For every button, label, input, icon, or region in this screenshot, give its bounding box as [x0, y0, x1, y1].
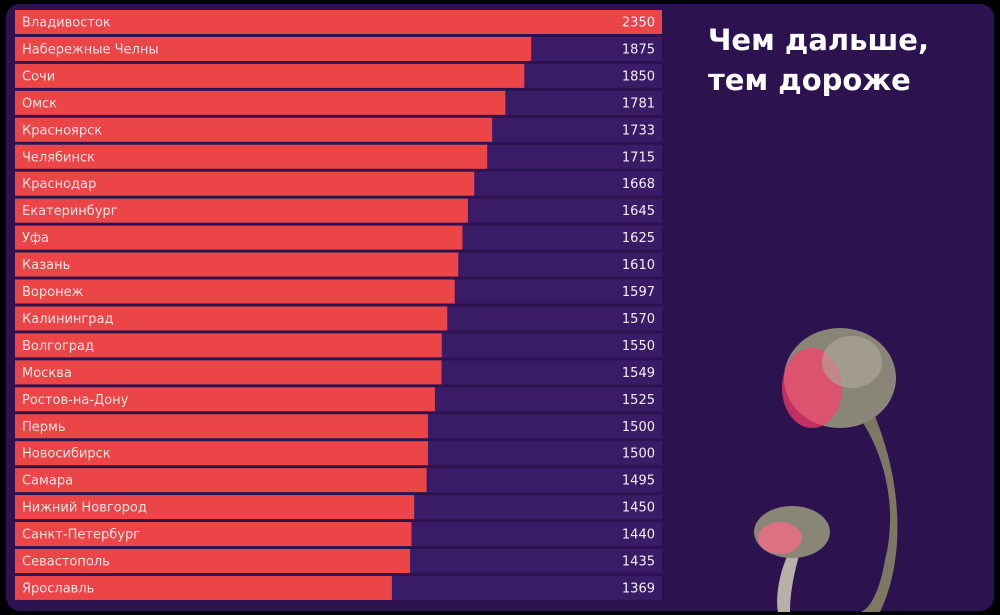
- value-label: 1495: [622, 474, 655, 489]
- bar: [15, 36, 532, 61]
- category-label: Краснодар: [22, 177, 96, 192]
- bar: [15, 252, 459, 277]
- category-label: Уфа: [22, 231, 49, 246]
- value-label: 1625: [622, 231, 655, 246]
- bar: [15, 495, 415, 520]
- category-label: Нижний Новгород: [22, 501, 147, 516]
- category-label: Волгоград: [22, 339, 94, 354]
- bar: [15, 90, 506, 115]
- value-label: 1597: [622, 285, 655, 300]
- category-label: Набережные Челны: [22, 42, 159, 57]
- bar: [15, 468, 427, 493]
- category-label: Самара: [22, 474, 73, 489]
- bar: [15, 306, 448, 331]
- value-label: 1875: [622, 42, 655, 57]
- category-label: Красноярск: [22, 123, 102, 138]
- value-label: 1369: [622, 581, 655, 596]
- bar: [15, 63, 525, 88]
- value-label: 1668: [622, 177, 655, 192]
- value-label: 1500: [622, 447, 655, 462]
- bar: [15, 387, 435, 412]
- bar: [15, 333, 442, 358]
- category-label: Калининград: [22, 312, 113, 327]
- bars: Владивосток 2350 Набережные Челны 1875 Сочи 1…: [15, 10, 662, 600]
- category-label: Воронеж: [22, 285, 84, 300]
- value-label: 1645: [622, 204, 655, 219]
- category-label: Новосибирск: [22, 447, 111, 462]
- bar: [15, 117, 493, 142]
- title-line: тем дороже: [708, 63, 911, 97]
- mushroom-illustration: [754, 328, 898, 612]
- value-label: 1715: [622, 150, 655, 165]
- bar: [15, 522, 412, 547]
- bar: [15, 171, 475, 196]
- bar: [15, 414, 428, 439]
- bar: [15, 549, 411, 573]
- category-label: Омск: [22, 96, 57, 111]
- value-label: 1570: [622, 312, 655, 327]
- category-label: Ростов-на-Дону: [22, 393, 129, 408]
- value-label: 1549: [622, 366, 655, 381]
- category-label: Пермь: [22, 420, 66, 435]
- bar: [15, 441, 428, 466]
- bar: [15, 198, 468, 223]
- value-label: 1525: [622, 393, 655, 408]
- value-label: 1733: [622, 123, 655, 138]
- category-label: Казань: [22, 258, 70, 273]
- category-label: Сочи: [22, 69, 55, 84]
- value-label: 1500: [622, 420, 655, 435]
- value-label: 1850: [622, 69, 655, 84]
- value-label: 1435: [622, 555, 655, 570]
- bar: [15, 144, 488, 169]
- value-label: 1440: [622, 528, 655, 543]
- category-label: Владивосток: [22, 16, 111, 31]
- value-label: 1781: [622, 96, 655, 111]
- category-label: Севастополь: [22, 555, 110, 570]
- category-label: Санкт-Петербург: [22, 528, 140, 543]
- value-label: 1450: [622, 501, 655, 516]
- bar: [15, 279, 455, 304]
- bar: [15, 360, 442, 385]
- category-label: Екатеринбург: [22, 204, 118, 219]
- category-label: Челябинск: [22, 150, 95, 165]
- value-label: 1610: [622, 258, 655, 273]
- value-label: 1550: [622, 339, 655, 354]
- category-label: Москва: [22, 366, 72, 381]
- title-line: Чем дальше,: [708, 23, 929, 57]
- bar: [15, 575, 392, 600]
- bar: [15, 225, 463, 250]
- value-label: 2350: [622, 16, 655, 31]
- bar: [15, 10, 662, 34]
- category-label: Ярославль: [22, 581, 94, 596]
